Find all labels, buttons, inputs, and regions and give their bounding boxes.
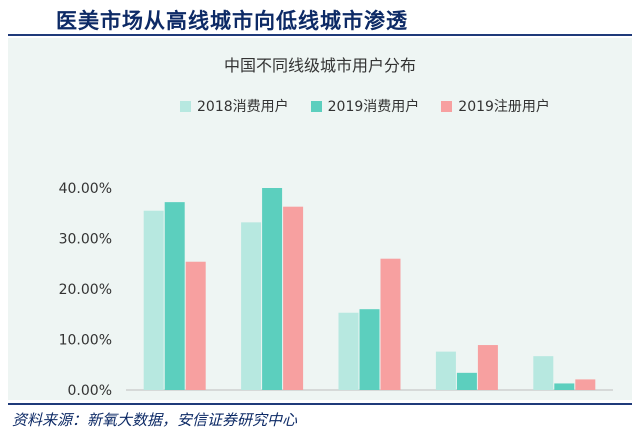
legend-label-2019-registered: 2019注册用户 xyxy=(458,99,550,115)
bar-2-3 xyxy=(477,345,498,390)
bar-1-0 xyxy=(164,202,185,390)
legend-item-2019-consumer: 2019消费用户 xyxy=(310,96,420,116)
bar-2-4 xyxy=(575,379,596,390)
bar-0-2 xyxy=(338,312,359,390)
legend-swatch-2019-registered xyxy=(441,100,453,112)
chart-panel: 中国不同线级城市用户分布 2018消费用户 2019消费用户 2019注册用户 … xyxy=(8,38,632,400)
bar-0-1 xyxy=(241,222,262,390)
y-tick-label: 40.00% xyxy=(59,181,112,197)
bar-2-0 xyxy=(185,261,206,390)
legend-item-2018-consumer: 2018消费用户 xyxy=(180,96,289,116)
legend-swatch-2019-consumer xyxy=(310,100,322,112)
bar-1-4 xyxy=(554,383,575,390)
bar-1-1 xyxy=(262,188,283,390)
bar-2-2 xyxy=(380,258,401,390)
y-tick-label: 30.00% xyxy=(59,232,112,248)
page-title: 医美市场从高线城市向低线城市渗透 xyxy=(56,8,408,33)
bar-0-4 xyxy=(533,356,554,390)
source-note: 资料来源：新氧大数据，安信证券研究中心 xyxy=(12,411,298,429)
header-divider xyxy=(8,34,632,36)
footer: 资料来源：新氧大数据，安信证券研究中心 xyxy=(8,403,632,435)
y-tick-label: 10.00% xyxy=(59,333,112,349)
legend-label-2018-consumer: 2018消费用户 xyxy=(197,99,289,115)
header: 医美市场从高线城市向低线城市渗透 xyxy=(0,0,640,34)
bar-1-3 xyxy=(456,372,477,390)
legend-swatch-2018-consumer xyxy=(180,100,191,112)
bar-2-1 xyxy=(283,206,304,390)
legend-label-2019-consumer: 2019消费用户 xyxy=(327,99,420,115)
bar-1-2 xyxy=(359,309,380,390)
chart-legend: 2018消费用户 2019消费用户 2019注册用户 xyxy=(180,96,550,116)
bar-chart-plot: 40.00%30.00%20.00%10.00%0.00%一线新一线二线三线四线… xyxy=(59,181,613,399)
chart-title: 中国不同线级城市用户分布 xyxy=(223,56,416,75)
bar-0-0 xyxy=(143,210,164,390)
y-tick-label: 20.00% xyxy=(59,282,112,298)
y-tick-label: 0.00% xyxy=(68,383,112,399)
bar-0-3 xyxy=(435,351,456,390)
legend-item-2019-registered: 2019注册用户 xyxy=(441,96,550,116)
